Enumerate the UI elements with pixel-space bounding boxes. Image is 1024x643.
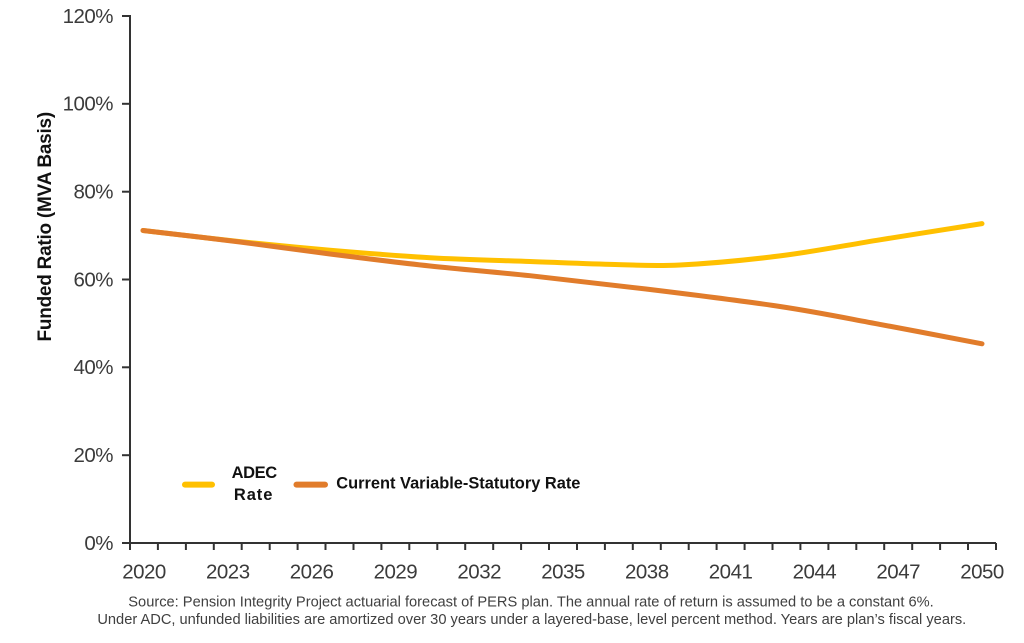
svg-text:Source: Pension Integrity Proj: Source: Pension Integrity Project actuar… [128, 594, 933, 610]
svg-text:2047: 2047 [876, 560, 920, 583]
svg-text:0%: 0% [84, 532, 113, 555]
svg-text:2050: 2050 [960, 560, 1004, 583]
svg-text:2026: 2026 [290, 560, 334, 583]
svg-text:2044: 2044 [793, 560, 837, 583]
svg-text:20%: 20% [73, 444, 113, 467]
svg-text:80%: 80% [73, 181, 113, 204]
svg-text:120%: 120% [63, 5, 114, 28]
svg-text:2041: 2041 [709, 560, 753, 583]
svg-text:Funded Ratio (MVA Basis): Funded Ratio (MVA Basis) [35, 112, 56, 341]
svg-text:Under ADC, unfunded liabilitie: Under ADC, unfunded liabilities are amor… [97, 612, 966, 628]
svg-text:ADEC: ADEC [232, 464, 278, 482]
svg-text:100%: 100% [63, 93, 114, 116]
svg-text:2035: 2035 [541, 560, 585, 583]
svg-text:Current Variable-Statutory Rat: Current Variable-Statutory Rate [336, 475, 580, 493]
svg-text:60%: 60% [73, 268, 113, 291]
svg-text:2032: 2032 [457, 560, 501, 583]
svg-text:2038: 2038 [625, 560, 669, 583]
svg-text:2029: 2029 [374, 560, 418, 583]
svg-text:40%: 40% [73, 356, 113, 379]
svg-text:2023: 2023 [206, 560, 250, 583]
svg-text:2020: 2020 [122, 560, 166, 583]
svg-text:Rate: Rate [234, 486, 273, 504]
